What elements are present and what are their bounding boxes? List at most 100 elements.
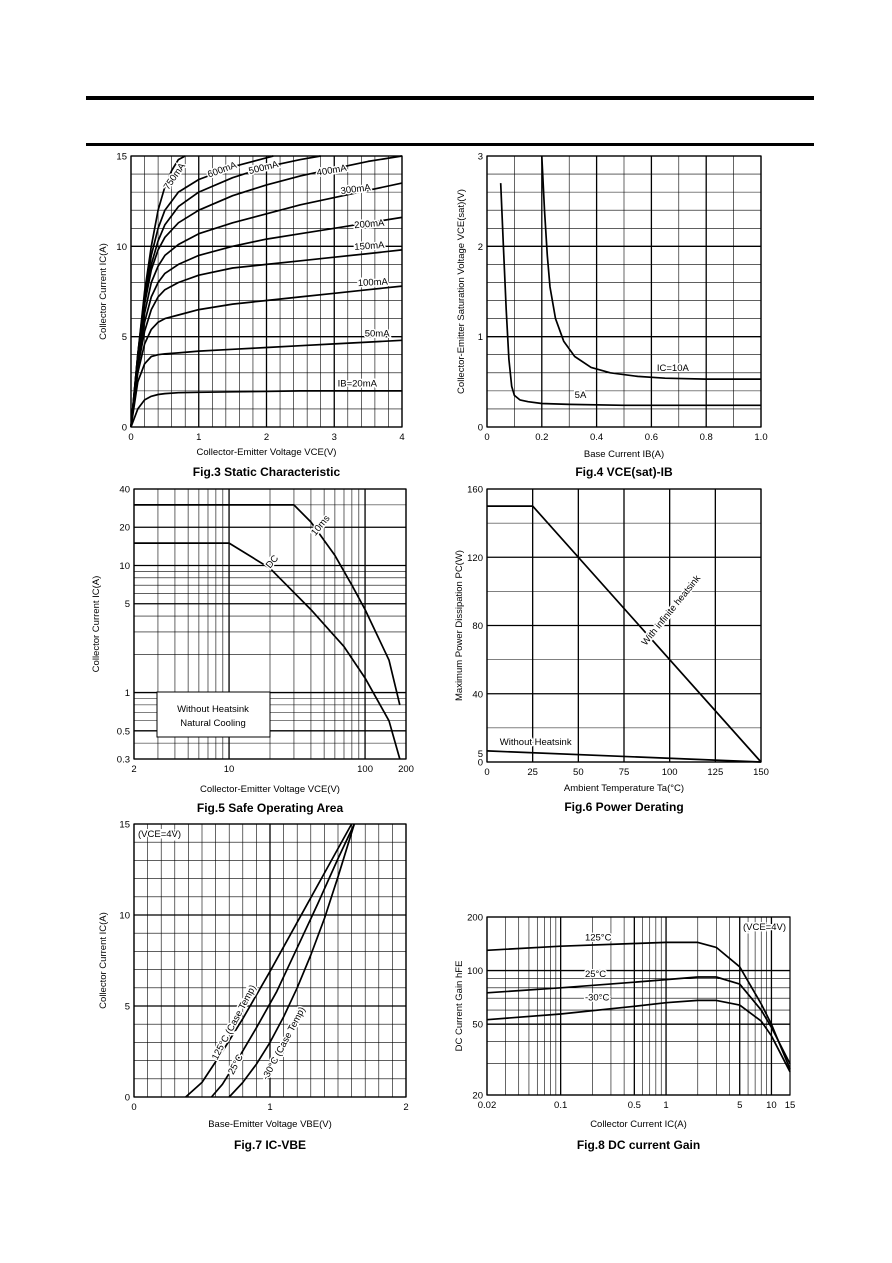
x-tick-label: 100 — [357, 764, 373, 775]
curve-label: With infinite heatsink — [640, 573, 704, 648]
note-box — [156, 691, 271, 738]
figure-caption: Fig.6 Power Derating — [564, 800, 683, 814]
series-line — [540, 155, 761, 380]
fig5-chart: 2 10 100 200 0.3 0.5 1 5 10 20 40 Collector-Emitter… — [91, 485, 414, 816]
y-axis-label: Collector-Emitter Saturation Voltage VCE… — [456, 189, 467, 394]
y-tick-label: 5 — [125, 1002, 130, 1013]
figure-caption: Fig.4 VCE(sat)-IB — [575, 465, 673, 479]
y-axis-label: DC Current Gain hFE — [454, 961, 465, 1052]
y-tick-label: 10 — [119, 911, 130, 922]
y-tick-label: 15 — [116, 152, 127, 163]
curve-label: IC=10A — [657, 363, 690, 374]
x-tick-label: 0.4 — [590, 432, 603, 443]
series-line — [130, 182, 403, 428]
x-tick-label: 10 — [766, 1100, 777, 1111]
x-tick-label: 150 — [753, 767, 769, 778]
curve-label: IB=20mA — [338, 378, 378, 389]
series-line — [130, 155, 274, 428]
fig7-grid — [133, 823, 407, 1098]
figure-caption: Fig.8 DC current Gain — [577, 1138, 700, 1152]
series-line — [486, 976, 791, 1065]
y-tick-label: 40 — [119, 485, 130, 496]
series-line — [486, 750, 762, 763]
y-tick-label: 0 — [122, 423, 127, 434]
x-tick-label: 0.5 — [628, 1100, 641, 1111]
y-tick-label: 0.5 — [117, 726, 130, 737]
curve-label: 100mA — [358, 276, 389, 289]
fig4-grid — [486, 155, 762, 428]
y-tick-label: 15 — [119, 820, 130, 831]
y-tick-label: 1 — [125, 688, 130, 699]
curve-label: 200mA — [354, 218, 386, 232]
x-axis-label: Base-Emitter Voltage VBE(V) — [208, 1119, 332, 1130]
x-tick-label: 75 — [619, 767, 630, 778]
x-tick-label: 0 — [131, 1102, 136, 1113]
curve-label: Without Heatsink — [500, 737, 572, 748]
y-tick-label: 20 — [119, 523, 130, 534]
y-tick-label: 50 — [472, 1020, 483, 1031]
y-tick-label: 200 — [467, 913, 483, 924]
series-line — [130, 249, 403, 428]
fig7-chart: 0 1 2 0 5 10 15 Base-Emitter Voltage VBE(V) Coll… — [98, 820, 409, 1153]
x-tick-label: 15 — [785, 1100, 796, 1111]
x-tick-label: 1 — [196, 432, 201, 443]
series-line — [228, 823, 356, 1098]
y-axis-label: Maximum Power Dissipation PC(W) — [454, 550, 465, 701]
header-rule-top — [86, 96, 814, 100]
y-tick-label: 100 — [467, 966, 483, 977]
y-tick-label: 10 — [116, 242, 127, 253]
x-tick-label: 0 — [128, 432, 133, 443]
figure-caption: Fig.5 Safe Operating Area — [197, 801, 344, 815]
curve-label: 5A — [575, 390, 587, 401]
x-tick-label: 10 — [224, 764, 235, 775]
curve-label: 750mA — [162, 161, 189, 193]
curve-label: 150mA — [354, 240, 385, 253]
note-text: Without Heatsink — [177, 704, 249, 715]
y-tick-label: 5 — [125, 599, 130, 610]
curve-label: DC — [264, 553, 281, 571]
curve-label: 300mA — [340, 182, 372, 197]
series-line — [134, 504, 401, 706]
series-line — [185, 823, 353, 1098]
y-axis-label: Collector Current IC(A) — [91, 576, 102, 673]
x-tick-label: 0.1 — [554, 1100, 567, 1111]
y-tick-label: 80 — [472, 621, 483, 632]
x-tick-label: 1 — [663, 1100, 668, 1111]
x-tick-label: 25 — [527, 767, 538, 778]
y-axis-label: Collector Current IC(A) — [98, 243, 109, 340]
curve-label: 125°C — [585, 932, 612, 943]
y-tick-label: 0.3 — [117, 755, 130, 766]
x-tick-label: 50 — [573, 767, 584, 778]
x-tick-label: 200 — [398, 764, 414, 775]
fig6-grid — [486, 488, 762, 763]
series-line — [210, 823, 356, 1098]
series-line — [486, 941, 791, 1070]
curve-label: 50mA — [365, 329, 390, 340]
series-line — [499, 183, 761, 407]
fig6-frame — [486, 488, 762, 763]
x-tick-label: 100 — [662, 767, 678, 778]
curve-label: 25°C — [585, 969, 606, 980]
y-tick-label: 0 — [125, 1093, 130, 1104]
figure-caption: Fig.3 Static Characteristic — [193, 465, 341, 479]
fig4-frame — [486, 155, 762, 428]
series-line — [130, 339, 403, 428]
fig5-frame — [133, 488, 407, 760]
curve-label: -30°C — [585, 992, 610, 1003]
x-axis-label: Ambient Temperature Ta(°C) — [564, 783, 684, 794]
x-tick-label: 0.2 — [535, 432, 548, 443]
x-tick-label: 4 — [399, 432, 404, 443]
y-tick-label: 3 — [478, 152, 483, 163]
figure-caption: Fig.7 IC-VBE — [234, 1138, 306, 1152]
curve-label: 125°C (Case Temp) — [210, 983, 259, 1062]
y-tick-label: 160 — [467, 485, 483, 496]
x-tick-label: 0.8 — [700, 432, 713, 443]
x-tick-label: 0.02 — [478, 1100, 497, 1111]
fig7-frame — [133, 823, 407, 1098]
x-tick-label: 2 — [403, 1102, 408, 1113]
x-tick-label: 3 — [332, 432, 337, 443]
fig6-chart: 0 25 50 75 100 125 150 05 40 80 120 160 Ambient Temp… — [454, 485, 769, 815]
y-tick-label: 0 — [478, 758, 483, 769]
